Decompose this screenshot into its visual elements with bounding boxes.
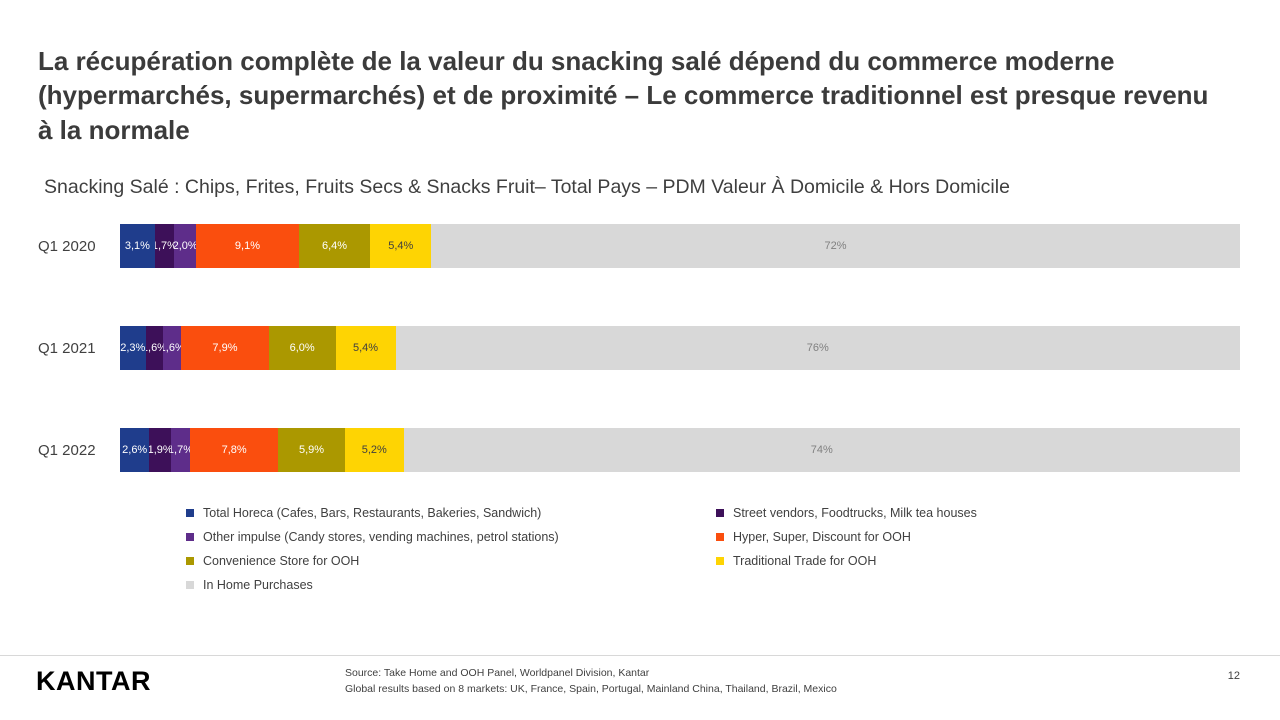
- bar-segment: 6,4%: [298, 224, 371, 268]
- chart-title: Snacking Salé : Chips, Frites, Fruits Se…: [44, 176, 1010, 198]
- bar-segment: 2,3%: [120, 326, 146, 370]
- chart-row: Q1 2022 2,6%1,9%1,7%7,8%5,9%5,2%74%: [38, 428, 1240, 472]
- kantar-logo: KANTAR: [36, 666, 151, 696]
- legend-item: Hyper, Super, Discount for OOH: [716, 530, 977, 544]
- chart-legend: Total Horeca (Cafes, Bars, Restaurants, …: [186, 506, 977, 592]
- legend-label: Total Horeca (Cafes, Bars, Restaurants, …: [203, 506, 542, 520]
- legend-swatch-icon: [716, 557, 724, 565]
- source-note: Source: Take Home and OOH Panel, Worldpa…: [345, 666, 837, 698]
- footer-divider: [0, 655, 1280, 656]
- bar-segment: 5,4%: [370, 224, 432, 268]
- legend-label: In Home Purchases: [203, 578, 313, 592]
- legend-swatch-icon: [716, 533, 724, 541]
- bar-segment: 1,6%: [145, 326, 164, 370]
- legend-label: Convenience Store for OOH: [203, 554, 360, 568]
- legend-item: In Home Purchases: [186, 578, 716, 592]
- legend-swatch-icon: [186, 581, 194, 589]
- legend-swatch-icon: [716, 509, 724, 517]
- bar-segment: 9,1%: [196, 224, 299, 268]
- row-label: Q1 2021: [38, 339, 96, 357]
- legend-item: Convenience Store for OOH: [186, 554, 716, 568]
- bar-segment: 5,9%: [278, 428, 345, 472]
- legend-swatch-icon: [186, 533, 194, 541]
- legend-item: Traditional Trade for OOH: [716, 554, 977, 568]
- legend-item: Total Horeca (Cafes, Bars, Restaurants, …: [186, 506, 716, 520]
- bar-segment: 1,7%: [154, 224, 174, 268]
- legend-label: Other impulse (Candy stores, vending mac…: [203, 530, 559, 544]
- slide-title: La récupération complète de la valeur du…: [38, 46, 1209, 145]
- legend-column: Total Horeca (Cafes, Bars, Restaurants, …: [186, 506, 716, 592]
- bar: 2,6%1,9%1,7%7,8%5,9%5,2%74%: [120, 428, 1240, 472]
- legend-item: Other impulse (Candy stores, vending mac…: [186, 530, 716, 544]
- legend-swatch-icon: [186, 557, 194, 565]
- bar: 2,3%1,6%1,6%7,9%6,0%5,4%76%: [120, 326, 1240, 370]
- row-label: Q1 2020: [38, 237, 96, 255]
- legend-item: Street vendors, Foodtrucks, Milk tea hou…: [716, 506, 977, 520]
- bar-segment: 72%: [431, 224, 1240, 268]
- bar-segment: 7,8%: [190, 428, 279, 472]
- bar-segment: 1,9%: [149, 428, 171, 472]
- legend-label: Traditional Trade for OOH: [733, 554, 877, 568]
- legend-label: Hyper, Super, Discount for OOH: [733, 530, 911, 544]
- source-line-1: Source: Take Home and OOH Panel, Worldpa…: [345, 667, 650, 679]
- legend-label: Street vendors, Foodtrucks, Milk tea hou…: [733, 506, 977, 520]
- legend-column: Street vendors, Foodtrucks, Milk tea hou…: [716, 506, 977, 592]
- bar-segment: 3,1%: [120, 224, 155, 268]
- bar-segment: 6,0%: [268, 326, 336, 370]
- legend-swatch-icon: [186, 509, 194, 517]
- bar-segment: 7,9%: [181, 326, 269, 370]
- bar-segment: 5,4%: [335, 326, 396, 370]
- bar-segment: 76%: [395, 326, 1240, 370]
- chart-row: Q1 2020 3,1%1,7%2,0%9,1%6,4%5,4%72%: [38, 224, 1240, 268]
- bar: 3,1%1,7%2,0%9,1%6,4%5,4%72%: [120, 224, 1240, 268]
- bar-segment: 5,2%: [344, 428, 404, 472]
- row-label: Q1 2022: [38, 441, 96, 459]
- source-line-2: Global results based on 8 markets: UK, F…: [345, 682, 837, 695]
- bar-segment: 74%: [403, 428, 1240, 472]
- bar-segment: 1,7%: [170, 428, 191, 472]
- bar-segment: 2,6%: [120, 428, 150, 472]
- page-number: 12: [1227, 670, 1240, 682]
- bar-segment: 2,0%: [173, 224, 197, 268]
- bar-segment: 1,6%: [163, 326, 182, 370]
